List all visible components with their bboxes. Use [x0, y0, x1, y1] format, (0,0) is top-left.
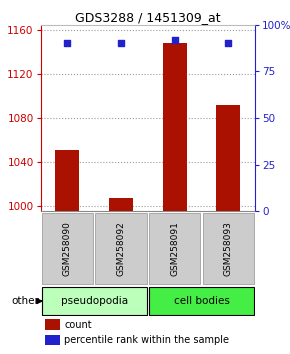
Point [65, 41, 70, 46]
Bar [216, 105, 240, 211]
Point [172, 37, 177, 42]
Text: GSM258091: GSM258091 [170, 221, 179, 276]
Text: GSM258093: GSM258093 [224, 221, 233, 276]
Point [226, 41, 231, 46]
Text: pseudopodia: pseudopodia [61, 296, 128, 306]
Text: percentile rank within the sample: percentile rank within the sample [64, 335, 229, 345]
Bar [109, 198, 133, 211]
Text: count: count [64, 320, 92, 330]
FancyBboxPatch shape [42, 287, 147, 315]
Point [119, 41, 124, 46]
FancyBboxPatch shape [203, 213, 254, 284]
Text: cell bodies: cell bodies [174, 296, 229, 306]
Text: GSM258090: GSM258090 [63, 221, 72, 276]
Bar [45, 335, 60, 346]
Title: GDS3288 / 1451309_at: GDS3288 / 1451309_at [75, 11, 221, 24]
Text: other: other [11, 296, 39, 306]
Bar [163, 44, 187, 211]
FancyBboxPatch shape [149, 287, 254, 315]
FancyBboxPatch shape [149, 213, 200, 284]
FancyBboxPatch shape [42, 213, 93, 284]
FancyBboxPatch shape [95, 213, 147, 284]
Text: GSM258092: GSM258092 [117, 221, 126, 276]
Bar [45, 319, 60, 330]
Bar [55, 150, 79, 211]
